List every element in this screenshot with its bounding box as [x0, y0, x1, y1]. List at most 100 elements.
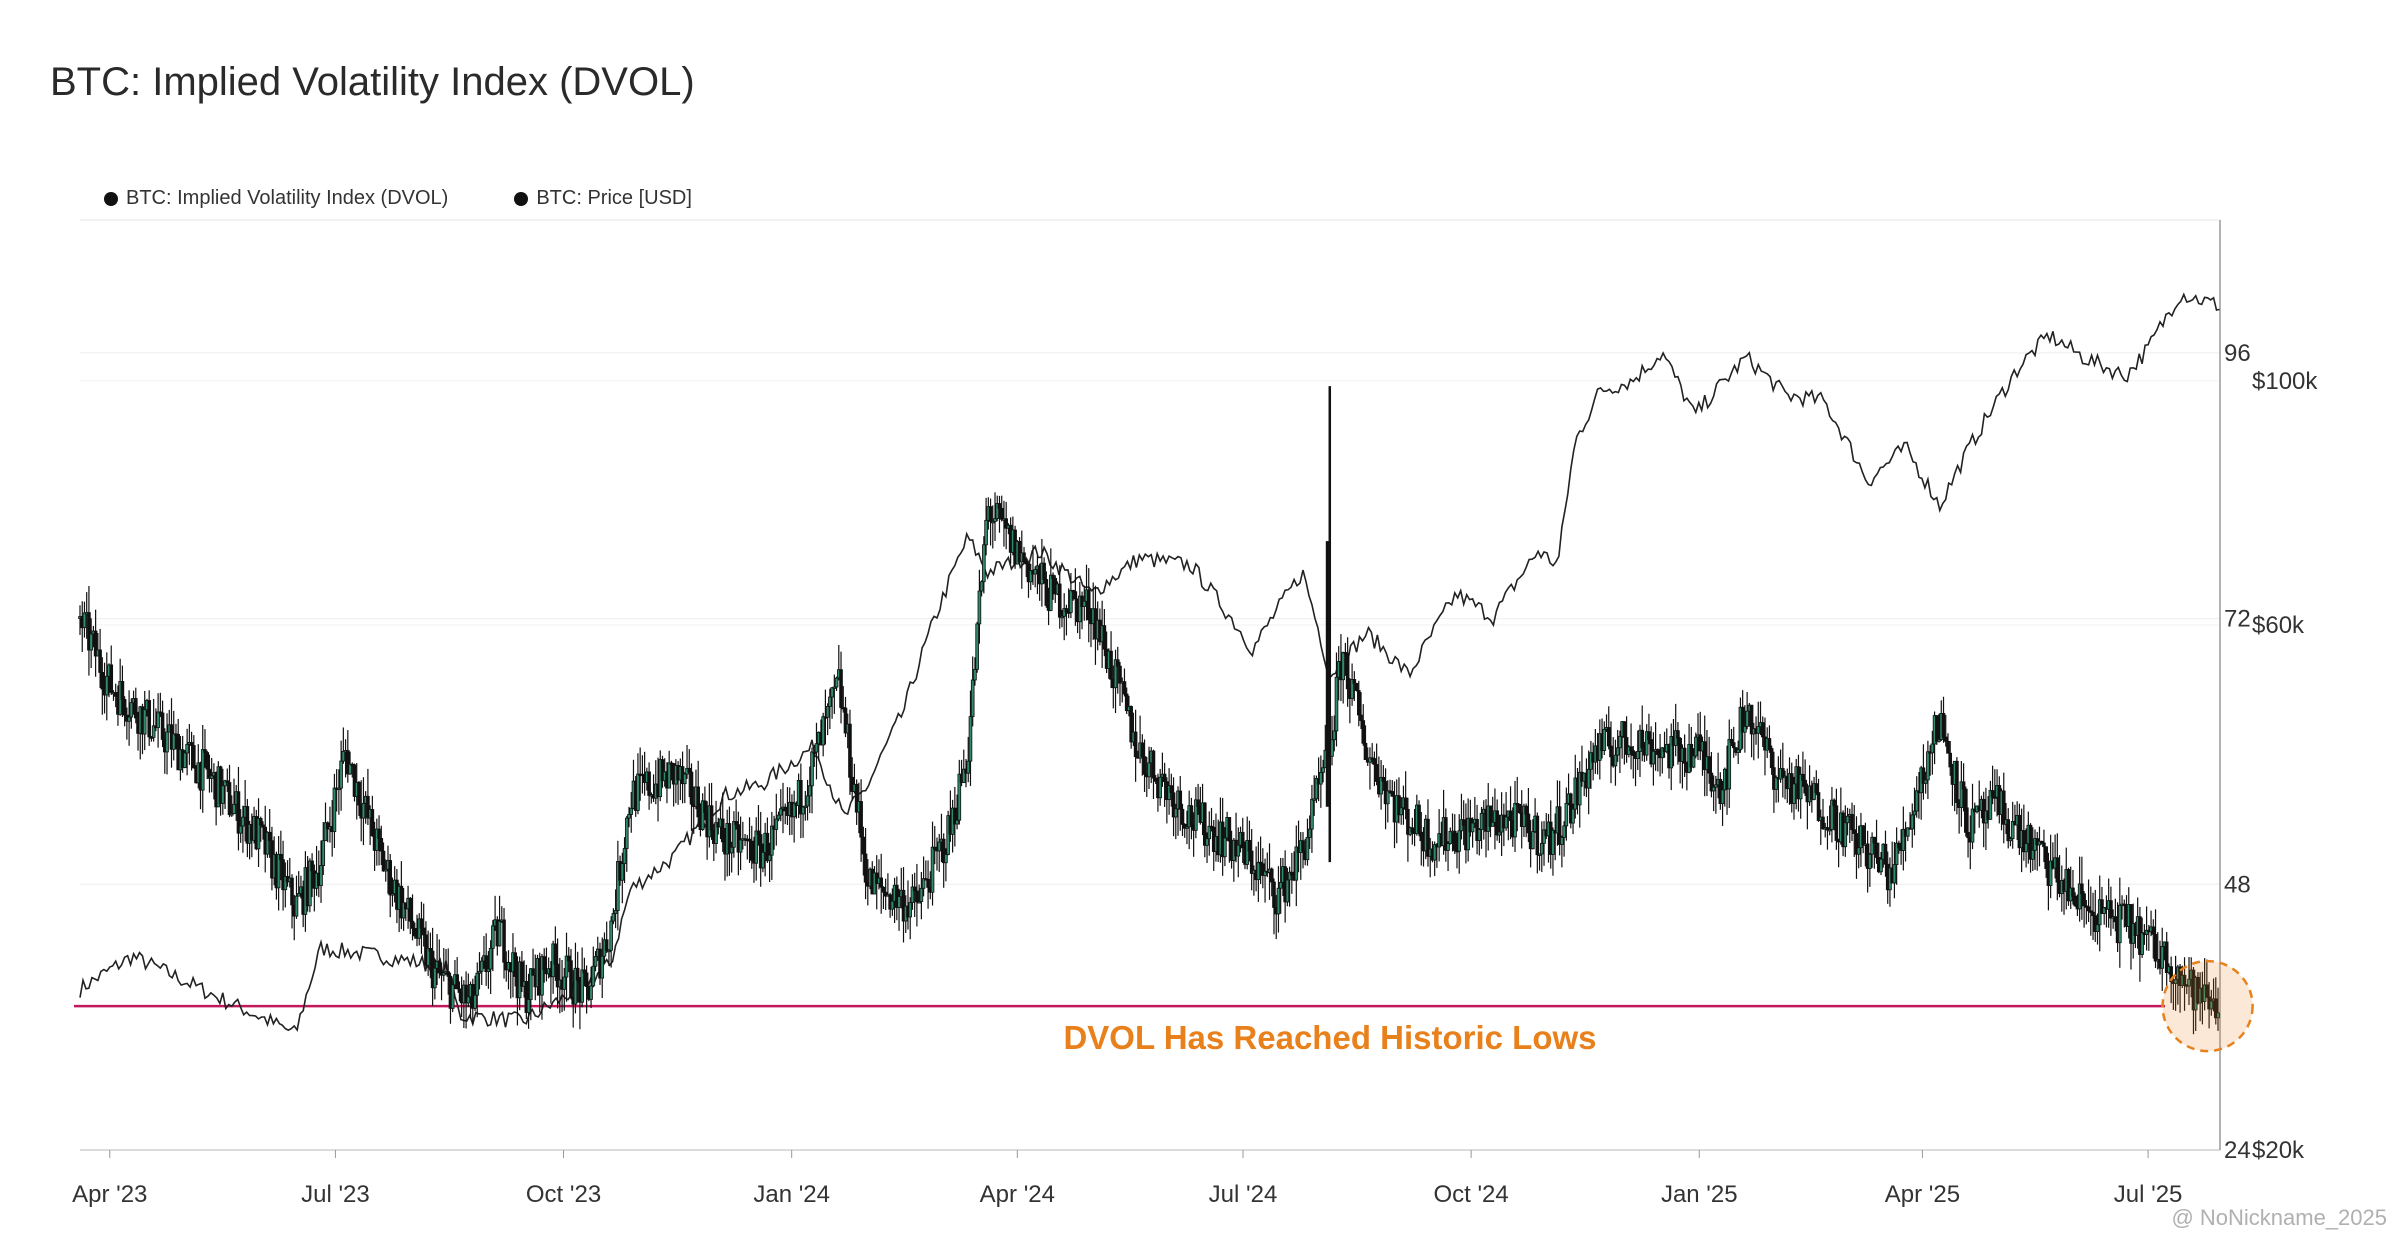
dvol-candle: [267, 831, 272, 842]
dvol-candle: [258, 818, 263, 826]
dvol-candle: [1743, 725, 1747, 733]
dvol-candle: [973, 668, 977, 681]
dvol-candle: [189, 742, 194, 746]
dvol-candle: [1557, 806, 1562, 845]
dvol-candle: [616, 861, 620, 911]
dvol-candle: [1551, 829, 1555, 855]
dvol-candle: [1205, 838, 1209, 846]
dvol-candle: [1897, 842, 1901, 849]
dvol-candle: [348, 763, 352, 775]
dvol-candle: [1571, 808, 1575, 824]
legend-item-price[interactable]: BTC: Price [USD]: [514, 187, 692, 210]
legend-item-dvol[interactable]: BTC: Implied Volatility Index (DVOL): [104, 187, 448, 210]
dvol-candle: [2213, 998, 2218, 1019]
dvol-candle: [109, 664, 114, 693]
dvol-candle: [223, 780, 227, 787]
dvol-candle: [232, 803, 236, 815]
dvol-candle: [1060, 615, 1064, 619]
dvol-candle: [1069, 589, 1073, 613]
dvol-candle: [401, 902, 406, 919]
dvol-candle: [754, 830, 759, 864]
dvol-candle: [1542, 829, 1546, 844]
dvol-candle: [1352, 679, 1357, 684]
dvol-candle: [377, 828, 381, 839]
y-tick-label-dvol: 24: [2224, 1137, 2251, 1164]
dvol-candle: [1714, 784, 1718, 788]
dvol-candle: [229, 813, 234, 816]
dvol-candle: [1182, 823, 1187, 829]
dvol-candle: [2066, 869, 2071, 902]
dvol-candle: [803, 805, 808, 808]
dvol-candle: [388, 860, 393, 896]
dvol-candle: [192, 745, 196, 769]
dvol-candle: [520, 961, 524, 987]
dvol-candle: [120, 681, 125, 700]
dvol-candle: [749, 840, 754, 861]
dvol-candle: [1912, 810, 1917, 816]
dvol-candle: [419, 918, 424, 929]
dvol-candle: [1622, 721, 1627, 738]
dvol-candle: [2153, 933, 2158, 962]
dvol-candle: [352, 764, 357, 797]
dvol-candle: [261, 824, 265, 828]
dvol-candle: [2102, 907, 2106, 914]
dvol-candle: [832, 686, 837, 689]
dvol-candle: [2048, 860, 2053, 886]
dvol-candle: [622, 848, 627, 865]
dvol-candle: [839, 669, 843, 708]
dvol-candle: [1948, 752, 1953, 768]
dvol-candle: [778, 808, 783, 816]
dvol-candle: [183, 752, 187, 768]
dvol-candle: [1935, 715, 1939, 742]
dvol-candle: [1651, 750, 1656, 765]
dvol-candle: [383, 868, 388, 872]
dvol-candle: [2010, 821, 2015, 839]
dvol-candle: [553, 943, 558, 965]
dvol-candle: [1397, 795, 1401, 816]
dvol-candle: [843, 707, 848, 734]
legend-dot-icon: [104, 191, 118, 206]
dvol-candle: [279, 853, 283, 861]
dvol-candle: [966, 760, 971, 774]
dvol-candle: [1856, 847, 1861, 855]
dvol-candle: [1269, 868, 1274, 883]
dvol-candle: [683, 773, 687, 785]
dvol-candle: [488, 947, 493, 970]
dvol-candle: [1227, 817, 1232, 842]
dvol-candle: [1756, 726, 1761, 734]
dvol-candle: [441, 972, 446, 976]
dvol-candle: [1852, 829, 1857, 834]
dvol-candle: [810, 751, 814, 787]
dvol-candle: [1173, 808, 1178, 818]
dvol-candle: [98, 649, 102, 673]
dvol-candle: [1223, 837, 1227, 858]
dvol-candle: [1749, 704, 1754, 735]
dvol-candle: [1345, 652, 1350, 690]
dvol-candle: [1158, 776, 1162, 799]
dvol-candle: [540, 956, 544, 996]
x-tick-label: Jan '25: [1661, 1181, 1738, 1208]
dvol-candle: [767, 854, 772, 862]
dvol-candle: [437, 961, 442, 974]
dvol-candle: [381, 850, 386, 872]
dvol-candle: [2044, 846, 2048, 869]
dvol-candle: [455, 974, 459, 990]
dvol-candle: [308, 860, 312, 907]
dvol-candle: [1854, 833, 1859, 855]
dvol-candle: [1569, 793, 1573, 824]
dvol-candle: [1078, 595, 1082, 623]
dvol-candle: [542, 956, 547, 970]
dvol-candle: [912, 886, 917, 892]
dvol-candle: [1057, 583, 1062, 618]
dvol-candle: [1033, 569, 1037, 575]
dvol-candle: [412, 928, 417, 937]
dvol-candle: [1727, 739, 1732, 790]
dvol-candle: [1477, 829, 1482, 841]
dvol-candle: [774, 818, 779, 830]
axes: Apr '23 Jul '23 Oct '23 Jan '24 Apr '24 Jul '…: [72, 219, 2318, 1208]
dvol-candle: [1635, 751, 1640, 760]
dvol-candle: [1049, 574, 1053, 611]
dvol-candle: [1731, 742, 1736, 749]
dvol-candle: [332, 787, 337, 833]
x-tick-label: Apr '25: [1885, 1181, 1960, 1208]
